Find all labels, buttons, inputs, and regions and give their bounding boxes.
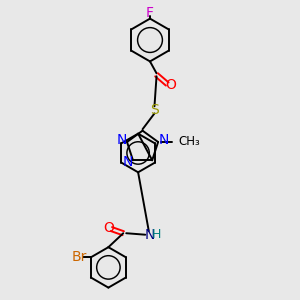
Text: H: H — [152, 228, 161, 241]
Text: Br: Br — [71, 250, 87, 264]
Text: N: N — [116, 134, 127, 148]
Text: F: F — [146, 6, 154, 20]
Text: S: S — [150, 103, 159, 117]
Text: CH₃: CH₃ — [178, 136, 200, 148]
Text: O: O — [165, 78, 176, 92]
Text: N: N — [122, 155, 133, 169]
Text: N: N — [144, 228, 154, 242]
Text: O: O — [103, 221, 114, 235]
Text: N: N — [158, 134, 169, 148]
